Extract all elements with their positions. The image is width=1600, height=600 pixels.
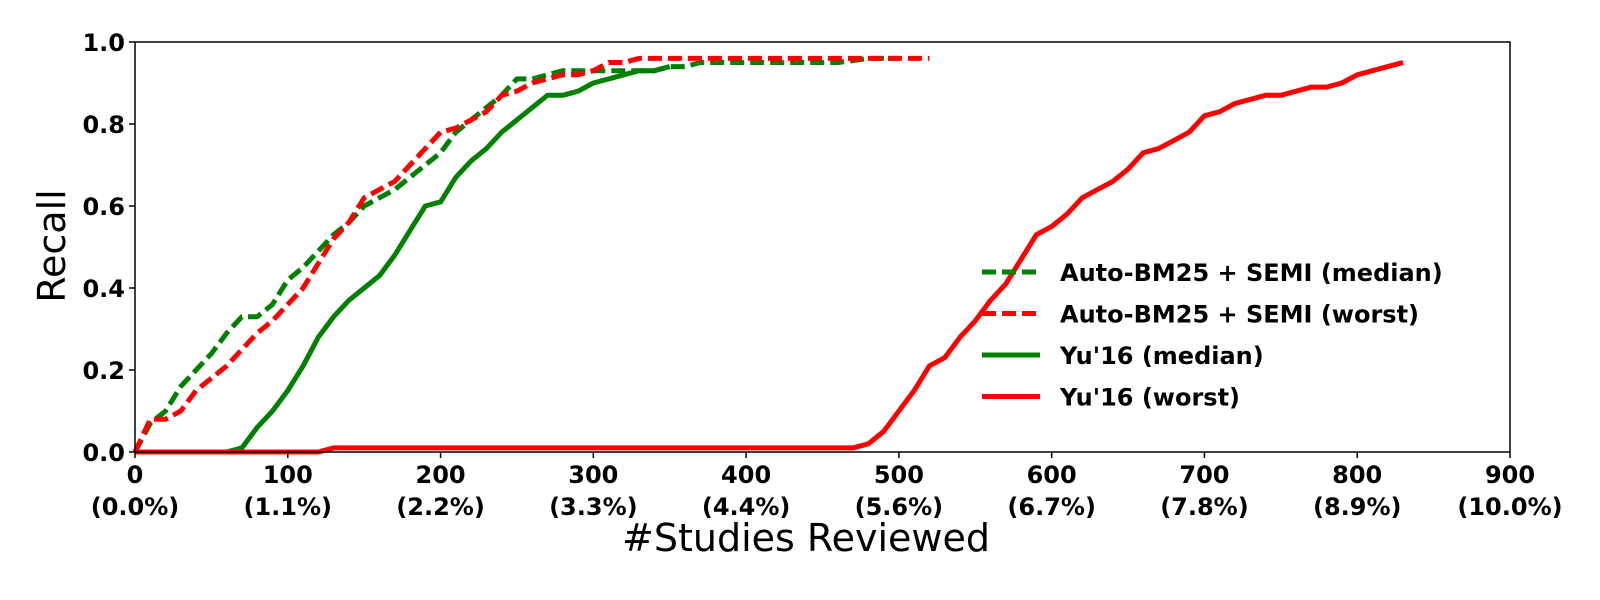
legend-label-auto-bm25-semi-median: Auto-BM25 + SEMI (median) bbox=[1060, 259, 1443, 287]
x-tick-sublabel: (10.0%) bbox=[1457, 493, 1562, 521]
y-tick-label: 0.2 bbox=[82, 357, 125, 385]
y-tick-label: 0.0 bbox=[82, 439, 125, 467]
y-tick-label: 0.8 bbox=[82, 111, 125, 139]
legend-label-yu-16-median: Yu'16 (median) bbox=[1059, 342, 1264, 370]
x-tick-label: 500 bbox=[874, 461, 924, 489]
x-tick-label: 300 bbox=[568, 461, 618, 489]
x-tick-label: 100 bbox=[263, 461, 313, 489]
x-axis-title: #Studies Reviewed bbox=[622, 516, 990, 560]
legend-label-yu-16-worst: Yu'16 (worst) bbox=[1059, 384, 1240, 412]
x-tick-sublabel: (6.7%) bbox=[1007, 493, 1096, 521]
x-tick-sublabel: (4.4%) bbox=[702, 493, 791, 521]
x-tick-label: 600 bbox=[1027, 461, 1077, 489]
y-tick-label: 1.0 bbox=[82, 29, 125, 57]
x-tick-label: 900 bbox=[1485, 461, 1535, 489]
series-layer bbox=[132, 55, 1404, 455]
y-tick-label: 0.4 bbox=[82, 275, 125, 303]
series-line-auto-bm25-semi-worst bbox=[132, 55, 930, 454]
x-tick-sublabel: (5.6%) bbox=[855, 493, 944, 521]
series-line-auto-bm25-semi-median bbox=[132, 55, 899, 454]
x-tick-sublabel: (8.9%) bbox=[1313, 493, 1402, 521]
plot-frame bbox=[134, 41, 1511, 453]
x-tick-label: 200 bbox=[416, 461, 466, 489]
y-tick-label: 0.6 bbox=[82, 193, 125, 221]
ticks-layer: 0 (0.0%) 100 (1.1%) 200 (2.2%) 300 (3.3%) 400 (4.… bbox=[82, 29, 1562, 521]
x-tick-sublabel: (0.0%) bbox=[91, 493, 180, 521]
x-tick-sublabel: (3.3%) bbox=[549, 493, 638, 521]
x-tick-sublabel: (1.1%) bbox=[244, 493, 333, 521]
legend-label-auto-bm25-semi-worst: Auto-BM25 + SEMI (worst) bbox=[1060, 301, 1419, 329]
x-tick-label: 400 bbox=[721, 461, 771, 489]
series-line-yu-16-worst bbox=[135, 60, 1404, 455]
series-line-yu-16-median bbox=[135, 64, 671, 455]
x-tick-sublabel: (7.8%) bbox=[1160, 493, 1249, 521]
x-tick-sublabel: (2.2%) bbox=[396, 493, 485, 521]
legend: Auto-BM25 + SEMI (median) Auto-BM25 + SEM… bbox=[982, 259, 1443, 412]
x-tick-label: 700 bbox=[1179, 461, 1229, 489]
y-axis-title: Recall bbox=[30, 189, 74, 302]
x-tick-label: 0 bbox=[127, 461, 144, 489]
x-tick-label: 800 bbox=[1332, 461, 1382, 489]
